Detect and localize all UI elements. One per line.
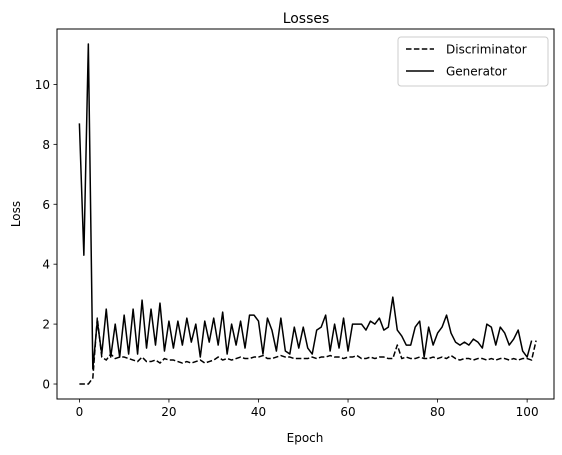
legend-box [397, 36, 549, 87]
x-axis-label: Epoch [287, 431, 324, 445]
y-tick-label: 6 [42, 198, 50, 212]
legend: Discriminator Generator [397, 36, 549, 87]
series-line-generator [78, 43, 533, 370]
x-tick-label: 0 [76, 405, 84, 419]
x-tick-label: 80 [430, 405, 445, 419]
y-tick-label: 4 [42, 258, 50, 272]
y-tick-label: 2 [42, 318, 50, 332]
x-tick-label: 100 [516, 405, 539, 419]
x-tick-label: 20 [161, 405, 176, 419]
y-tick-label: 10 [35, 78, 50, 92]
series-layer [78, 43, 537, 385]
y-axis-label: Loss [9, 201, 23, 227]
legend-label-generator: Generator [446, 65, 507, 79]
y-tick-label: 8 [42, 138, 50, 152]
x-tick-label: 40 [251, 405, 266, 419]
legend-label-discriminator: Discriminator [446, 43, 527, 57]
axes-layer: 0 20 40 60 80 100 0 2 4 6 8 10 [35, 78, 539, 419]
chart-title: Losses [283, 11, 330, 27]
plot-frame [56, 28, 555, 400]
series-line-discriminator [79, 317, 537, 385]
x-tick-label: 60 [340, 405, 355, 419]
y-tick-label: 0 [42, 378, 50, 392]
